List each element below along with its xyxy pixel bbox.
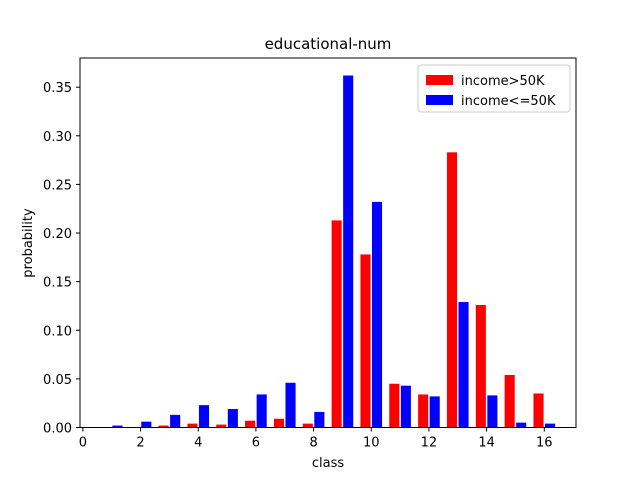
plot-frame <box>79 57 577 428</box>
bar-income-le-50k-7 <box>285 382 296 428</box>
bar-income-gt-50k-9 <box>331 220 342 428</box>
bar-income-le-50k-3 <box>170 414 181 428</box>
bars-group <box>112 75 556 428</box>
x-tick-label: 2 <box>136 436 144 451</box>
bar-income-gt-50k-15 <box>504 374 515 428</box>
x-tick-label: 14 <box>478 436 495 451</box>
x-tick-label: 16 <box>536 436 553 451</box>
bar-income-gt-50k-10 <box>360 254 371 428</box>
bar-income-le-50k-12 <box>429 396 440 428</box>
y-tick-label: 0.05 <box>43 373 72 388</box>
bar-income-le-50k-13 <box>458 302 469 428</box>
x-tick-label: 4 <box>194 436 202 451</box>
bar-income-gt-50k-3 <box>158 425 169 428</box>
y-tick-label: 0.30 <box>43 130 72 145</box>
bar-income-le-50k-1 <box>112 425 123 428</box>
bar-income-gt-50k-16 <box>533 393 544 428</box>
y-tick-label: 0.35 <box>43 81 72 96</box>
bar-income-le-50k-2 <box>141 421 152 428</box>
y-axis-label: probability <box>21 208 36 278</box>
bar-income-le-50k-9 <box>343 75 354 428</box>
x-tick-label: 8 <box>309 436 317 451</box>
x-tick-label: 12 <box>421 436 438 451</box>
legend-swatch-income-gt-50k <box>426 75 453 85</box>
y-tick-label: 0.20 <box>43 227 72 242</box>
y-tick-label: 0.15 <box>43 276 72 291</box>
legend-label-income-gt-50k: income>50K <box>461 74 545 89</box>
x-axis-ticks: 0 2 4 6 8 10 12 14 16 <box>79 427 553 451</box>
bar-income-le-50k-5 <box>227 409 238 428</box>
x-tick-label: 6 <box>252 436 260 451</box>
legend-frame <box>417 64 571 113</box>
chart-title: educational-num <box>265 35 392 53</box>
bar-income-gt-50k-14 <box>475 304 486 428</box>
x-axis-label: class <box>312 456 344 471</box>
bar-income-gt-50k-13 <box>446 152 458 428</box>
bar-income-le-50k-8 <box>314 411 325 428</box>
x-tick-label: 10 <box>363 436 380 451</box>
bar-income-le-50k-16 <box>545 423 556 428</box>
bar-income-gt-50k-4 <box>187 423 198 428</box>
y-axis-ticks: 0.00 0.05 0.10 0.15 0.20 0.25 0.30 0.35 <box>43 81 80 437</box>
legend-swatch-income-le-50k <box>426 95 453 105</box>
y-tick-label: 0.10 <box>43 324 72 339</box>
bar-income-gt-50k-7 <box>273 418 285 428</box>
legend-label-income-le-50k: income<=50K <box>461 94 556 109</box>
bar-income-le-50k-14 <box>487 395 498 428</box>
bar-income-gt-50k-5 <box>216 424 227 428</box>
bar-income-le-50k-4 <box>198 405 210 428</box>
y-tick-label: 0.25 <box>43 178 72 193</box>
legend: income>50K income<=50K <box>417 64 571 113</box>
bar-income-gt-50k-6 <box>245 420 256 428</box>
bar-income-gt-50k-11 <box>389 383 400 428</box>
bar-income-gt-50k-8 <box>302 423 313 428</box>
bar-income-le-50k-6 <box>256 394 267 428</box>
bar-income-gt-50k-12 <box>418 394 429 428</box>
bar-income-le-50k-10 <box>371 201 383 428</box>
x-tick-label: 0 <box>79 436 87 451</box>
y-tick-label: 0.00 <box>43 422 72 437</box>
bar-income-le-50k-15 <box>516 422 527 428</box>
bar-income-le-50k-11 <box>400 385 411 428</box>
